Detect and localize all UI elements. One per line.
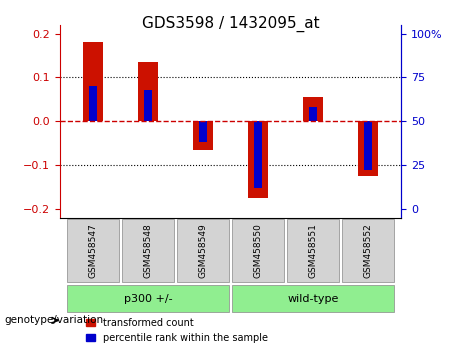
Bar xyxy=(359,121,378,176)
Bar xyxy=(193,121,213,150)
Bar xyxy=(303,97,323,121)
FancyBboxPatch shape xyxy=(231,285,395,312)
Text: GSM458552: GSM458552 xyxy=(364,223,372,278)
Bar xyxy=(89,86,97,121)
Text: GSM458551: GSM458551 xyxy=(308,223,318,278)
Bar xyxy=(83,42,103,121)
Text: GSM458548: GSM458548 xyxy=(143,223,153,278)
FancyBboxPatch shape xyxy=(342,219,395,282)
Bar xyxy=(248,121,268,198)
Bar xyxy=(254,121,262,188)
FancyBboxPatch shape xyxy=(66,285,230,312)
Text: GSM458547: GSM458547 xyxy=(89,223,97,278)
Text: p300 +/-: p300 +/- xyxy=(124,294,172,304)
FancyBboxPatch shape xyxy=(231,219,284,282)
FancyBboxPatch shape xyxy=(287,219,339,282)
FancyBboxPatch shape xyxy=(122,219,174,282)
Text: wild-type: wild-type xyxy=(287,294,339,304)
Bar xyxy=(199,121,207,142)
Text: GDS3598 / 1432095_at: GDS3598 / 1432095_at xyxy=(142,16,319,32)
FancyBboxPatch shape xyxy=(66,219,119,282)
Text: GSM458550: GSM458550 xyxy=(254,223,262,278)
FancyBboxPatch shape xyxy=(177,219,230,282)
Legend: transformed count, percentile rank within the sample: transformed count, percentile rank withi… xyxy=(82,314,272,347)
Text: genotype/variation: genotype/variation xyxy=(5,315,104,325)
Bar xyxy=(309,107,317,121)
Bar xyxy=(138,62,158,121)
Text: GSM458549: GSM458549 xyxy=(199,223,207,278)
Bar xyxy=(144,90,152,121)
Bar xyxy=(364,121,372,170)
